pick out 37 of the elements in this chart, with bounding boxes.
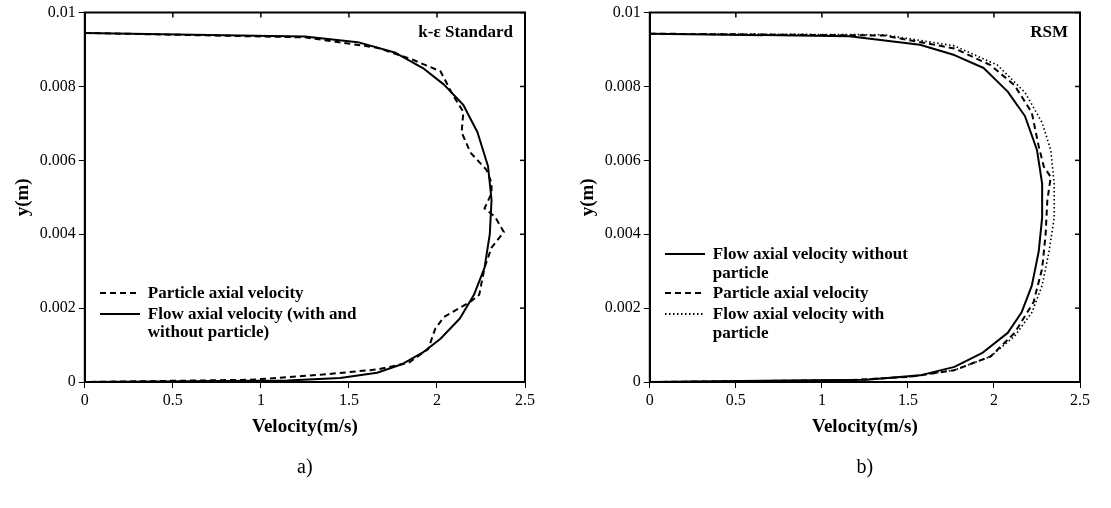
y-tick-label: 0.008 [39,76,76,94]
x-axis-title: Velocity(m/s) [811,414,918,437]
legend-label: Flow axial velocity with particle [712,304,886,343]
x-tick-label: 1.5 [338,390,359,408]
x-tick-label: 0 [645,390,654,408]
text: a) [297,455,313,478]
y-tick-label: 0.01 [47,2,76,20]
text: b) [856,455,874,478]
legend-label: Particle axial velocity [712,283,869,304]
y-tick-label: 0.008 [604,76,641,94]
legend-label: Flow axial velocity without particle [712,244,909,283]
y-axis-title: y(m) [11,178,34,217]
y-tick-label: 0 [632,372,641,390]
x-tick-label: 0.5 [162,390,183,408]
x-tick-label: 1 [256,390,265,408]
y-tick-label: 0.006 [604,150,641,168]
y-tick-label: 0.01 [612,2,641,20]
legend-label: Flow axial velocity (with and without particle) [147,303,358,343]
legend-label: Particle axial velocity [147,283,304,303]
x-tick-label: 2 [432,390,441,408]
x-tick-label: 2.5 [515,390,535,408]
text: k-ε Standard [418,22,514,42]
text: RSM [1030,22,1068,42]
x-tick-label: 2 [989,390,998,408]
x-tick-label: 1 [817,390,826,408]
x-tick-label: 2.5 [1070,390,1090,408]
y-tick-label: 0.002 [604,298,641,316]
y-tick-label: 0.006 [39,150,76,168]
y-tick-label: 0 [67,372,76,390]
x-tick-label: 1.5 [897,390,918,408]
y-axis-title: y(m) [576,178,599,217]
y-tick-label: 0.004 [604,224,641,242]
x-axis-title: Velocity(m/s) [251,414,358,437]
y-tick-label: 0.004 [39,224,76,242]
y-tick-label: 0.002 [39,298,76,316]
x-tick-label: 0 [80,390,89,408]
x-tick-label: 0.5 [725,390,746,408]
